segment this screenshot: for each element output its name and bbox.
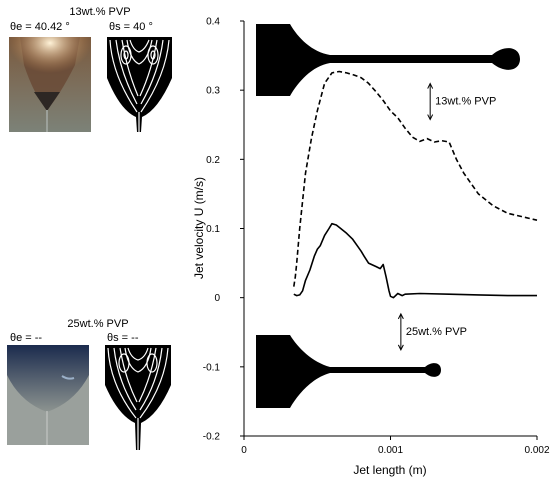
annotation-arrow-up — [397, 312, 404, 320]
annotation-arrow-down — [427, 114, 434, 121]
simulation-streamlines-top — [107, 37, 172, 132]
y-tick-label: 0.1 — [206, 224, 220, 235]
panel-top-title: 13wt.% PVP — [69, 6, 130, 18]
simulation-streamlines-bottom — [105, 345, 171, 450]
x-tick-label: 0.001 — [378, 445, 403, 456]
y-tick-label: 0.2 — [206, 155, 220, 166]
panel-bottom-sim-angle: θs = -- — [107, 332, 139, 344]
panel-bottom-exp-angle: θe = -- — [10, 332, 42, 344]
y-axis-label: Jet velocity U (m/s) — [192, 177, 206, 279]
panel-bottom: 25wt.% PVP θe = -- θs = -- — [7, 318, 171, 450]
series-line-25wt — [293, 222, 537, 299]
jet-shape-13wt — [256, 24, 520, 96]
experiment-photo-bottom — [7, 345, 89, 445]
annotation-arrow-down — [397, 344, 404, 351]
annotation-arrow-up — [427, 82, 434, 89]
annotations: 13wt.% PVP 25wt.% PVP — [397, 82, 496, 351]
chart: 0 0.001 0.002 -0.2 -0.1 0 0.1 0.2 0.3 0.4 13wt.%… — [192, 17, 550, 478]
y-tick-label: 0.4 — [206, 17, 220, 28]
y-tick-label: -0.1 — [203, 362, 221, 373]
jet-shape-25wt — [256, 335, 441, 408]
x-tick-label: 0.002 — [524, 445, 549, 456]
panel-bottom-title: 25wt.% PVP — [67, 318, 128, 330]
y-tick-label: -0.2 — [203, 432, 221, 443]
y-tick-label: 0.3 — [206, 86, 220, 97]
y-tick-label: 0 — [214, 293, 220, 304]
panel-top-exp-angle: θe = 40.42 ° — [10, 21, 70, 33]
annotation-label: 25wt.% PVP — [406, 326, 467, 338]
experiment-photo-top — [9, 37, 91, 132]
annotation-label: 13wt.% PVP — [435, 96, 496, 108]
y-ticks: -0.2 -0.1 0 0.1 0.2 0.3 0.4 — [203, 17, 244, 443]
series-lines — [293, 70, 538, 299]
panel-top-sim-angle: θs = 40 ° — [109, 21, 153, 33]
x-ticks: 0 0.001 0.002 — [241, 436, 550, 456]
series-line-13wt — [293, 70, 538, 287]
x-tick-label: 0 — [241, 445, 247, 456]
jet-shapes — [256, 24, 520, 408]
panel-top: 13wt.% PVP θe = 40.42 ° θs = 40 ° — [9, 6, 172, 132]
x-axis-label: Jet length (m) — [353, 463, 426, 477]
